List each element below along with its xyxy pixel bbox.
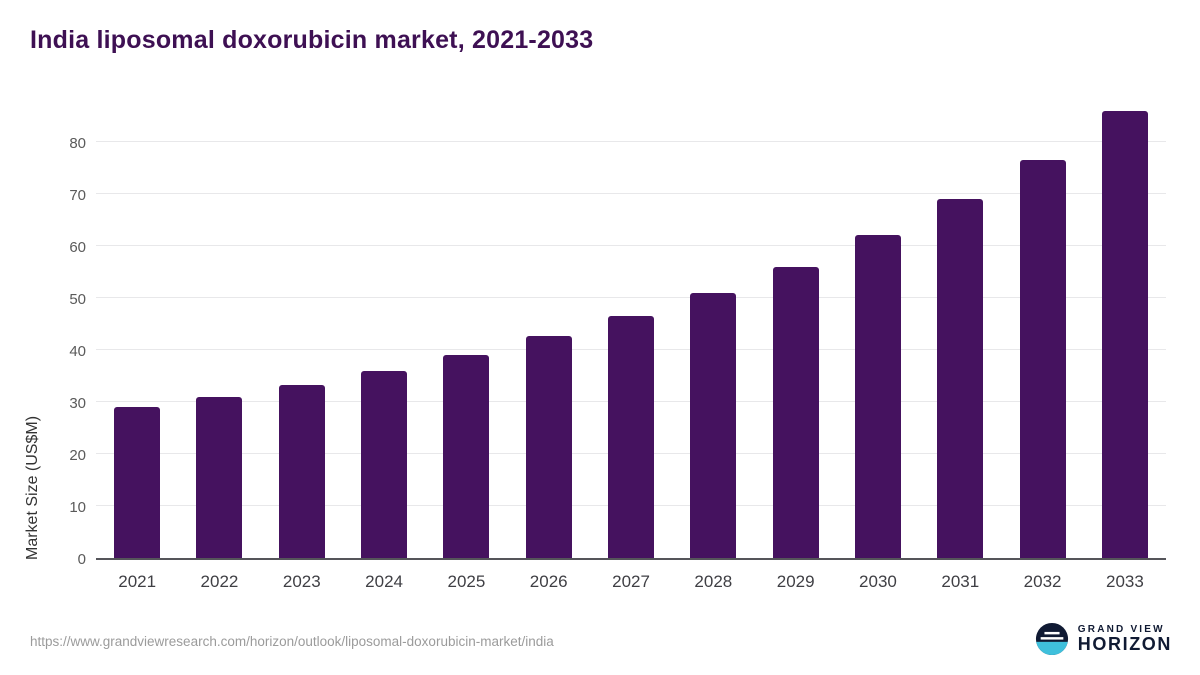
bar-2024	[361, 370, 408, 558]
bar-slot-2032	[1001, 100, 1083, 558]
y-tick-label: 0	[77, 551, 86, 568]
bar-slot-2026	[508, 100, 590, 558]
x-tick-label-2025: 2025	[447, 572, 486, 591]
bar-2030	[854, 235, 901, 558]
y-axis-ticks: 0 10 20 30 40 50 60 70 80	[44, 100, 86, 568]
gridline	[96, 244, 1166, 246]
y-tick-label: 20	[69, 446, 86, 464]
bar-2021	[114, 407, 161, 558]
bar-2022	[196, 396, 243, 558]
bar-slot-2024	[343, 100, 425, 558]
x-tick-label-2030: 2030	[859, 572, 897, 591]
logo-line-grand-view: GRAND VIEW	[1077, 623, 1165, 635]
y-axis-label: Market Size (US$M)	[24, 415, 41, 560]
bar-slot-2031	[919, 100, 1001, 558]
bar-2033	[1101, 111, 1148, 558]
x-tick-label-2029: 2029	[776, 572, 815, 591]
bar-slot-2025	[425, 100, 507, 558]
x-tick-label-2027: 2027	[612, 572, 650, 591]
y-tick-label: 40	[69, 342, 86, 360]
y-tick-label: 80	[69, 134, 86, 152]
logo-text: GRAND VIEW HORIZON	[1078, 624, 1172, 655]
bar-2026	[525, 335, 572, 558]
chart-title: India liposomal doxorubicin market, 2021…	[30, 26, 594, 54]
horizon-logo-icon	[1035, 622, 1068, 656]
bar-slot-2027	[590, 100, 672, 558]
bar-2031	[937, 198, 984, 558]
bar-slot-2028	[672, 100, 754, 558]
bar-slot-2030	[837, 100, 919, 558]
bar-slot-2022	[178, 100, 260, 558]
bar-slot-2029	[755, 100, 837, 558]
bar-2029	[772, 266, 819, 558]
x-tick-label-2031: 2031	[941, 572, 980, 591]
bar-2032	[1019, 159, 1066, 558]
x-tick-label-2024: 2024	[365, 572, 403, 591]
x-tick-label-2026: 2026	[529, 572, 568, 591]
x-tick-label-2033: 2033	[1105, 572, 1144, 591]
bar-2027	[608, 316, 655, 558]
bar-slot-2033	[1084, 100, 1166, 558]
source-url: https://www.grandviewresearch.com/horizo…	[30, 634, 554, 649]
x-tick-label-2023: 2023	[282, 572, 321, 591]
y-tick-label: 70	[69, 186, 86, 204]
x-tick-label-2032: 2032	[1023, 572, 1062, 591]
x-tick-label-2022: 2022	[200, 572, 239, 591]
bar-2028	[690, 292, 737, 558]
bar-slot-2021	[96, 100, 178, 558]
gridline	[96, 192, 1166, 194]
x-axis-labels: 2021 2022 2023 2024 2025 2026 2027 2028 2029 2030…	[96, 572, 1166, 592]
y-tick-label: 50	[69, 290, 86, 308]
bar-2023	[278, 384, 325, 558]
plot-area	[96, 100, 1166, 560]
bar-2025	[443, 355, 490, 558]
logo-line-horizon: HORIZON	[1077, 633, 1172, 654]
x-tick-label-2021: 2021	[118, 572, 157, 591]
bar-slot-2023	[261, 100, 343, 558]
x-tick-label-2028: 2028	[694, 572, 733, 591]
gridline	[96, 296, 1166, 298]
gridline	[96, 140, 1166, 142]
y-tick-label: 30	[69, 394, 86, 412]
y-tick-label: 10	[69, 498, 86, 516]
grand-view-horizon-logo: GRAND VIEW HORIZON	[1035, 622, 1172, 656]
y-tick-label: 60	[69, 238, 86, 256]
